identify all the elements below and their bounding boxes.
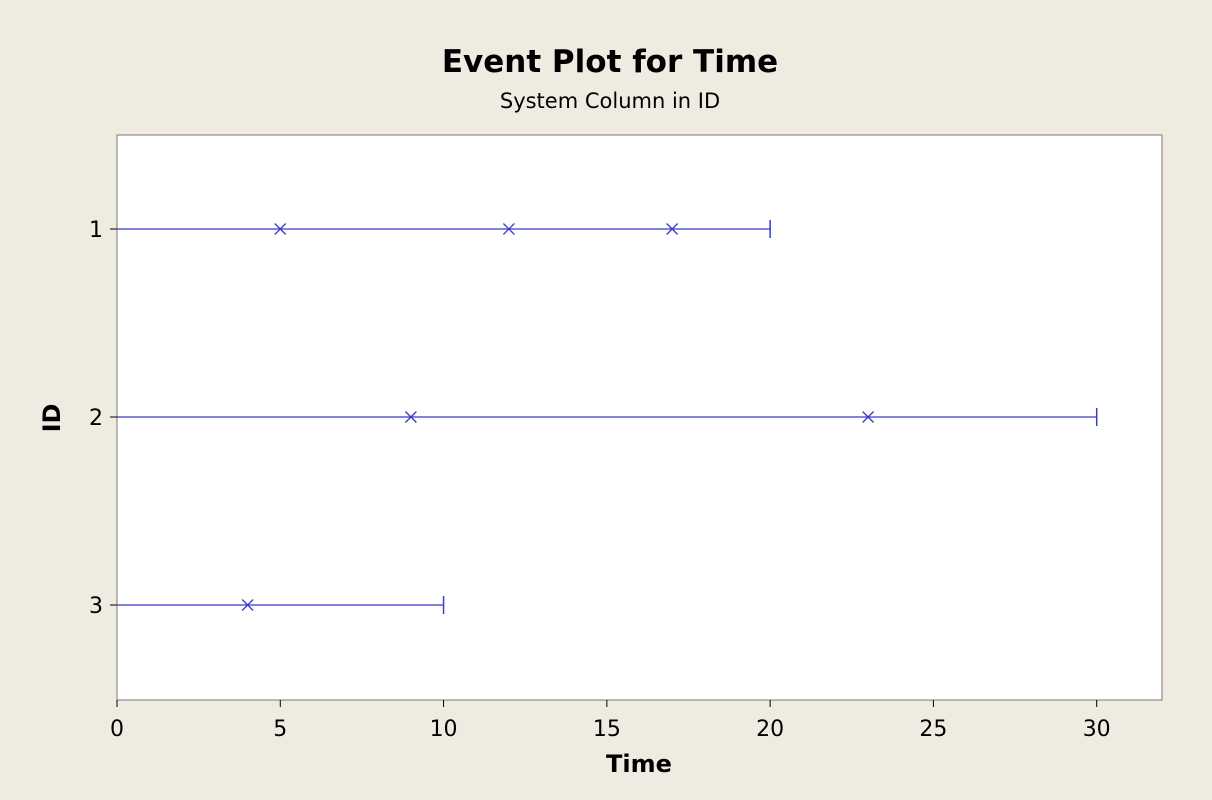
y-tick-label: 1 — [89, 218, 103, 243]
x-axis-label: Time — [606, 750, 672, 778]
event-marker — [241, 599, 254, 611]
x-tick-label: 25 — [919, 717, 947, 742]
event-marker — [274, 223, 287, 235]
x-axis: 0 5 10 15 20 25 30 — [110, 700, 1111, 742]
event-marker — [404, 411, 417, 423]
y-tick-label: 3 — [89, 594, 103, 619]
system-row-2 — [117, 408, 1098, 426]
system-row-1 — [117, 220, 771, 238]
system-row-3 — [117, 596, 445, 614]
y-axis: 1 2 3 — [89, 218, 117, 619]
x-tick-label: 0 — [110, 717, 124, 742]
event-marker — [666, 223, 679, 235]
x-tick-label: 10 — [430, 717, 458, 742]
y-axis-label: ID — [38, 404, 66, 433]
chart-subtitle: System Column in ID — [500, 89, 720, 113]
y-tick-label: 2 — [89, 406, 103, 431]
event-series — [117, 220, 1098, 614]
event-marker — [862, 411, 875, 423]
x-tick-label: 30 — [1083, 717, 1111, 742]
x-tick-label: 15 — [593, 717, 621, 742]
event-marker — [502, 223, 515, 235]
x-tick-label: 5 — [273, 717, 287, 742]
chart-title: Event Plot for Time — [442, 44, 778, 80]
x-tick-label: 20 — [756, 717, 784, 742]
